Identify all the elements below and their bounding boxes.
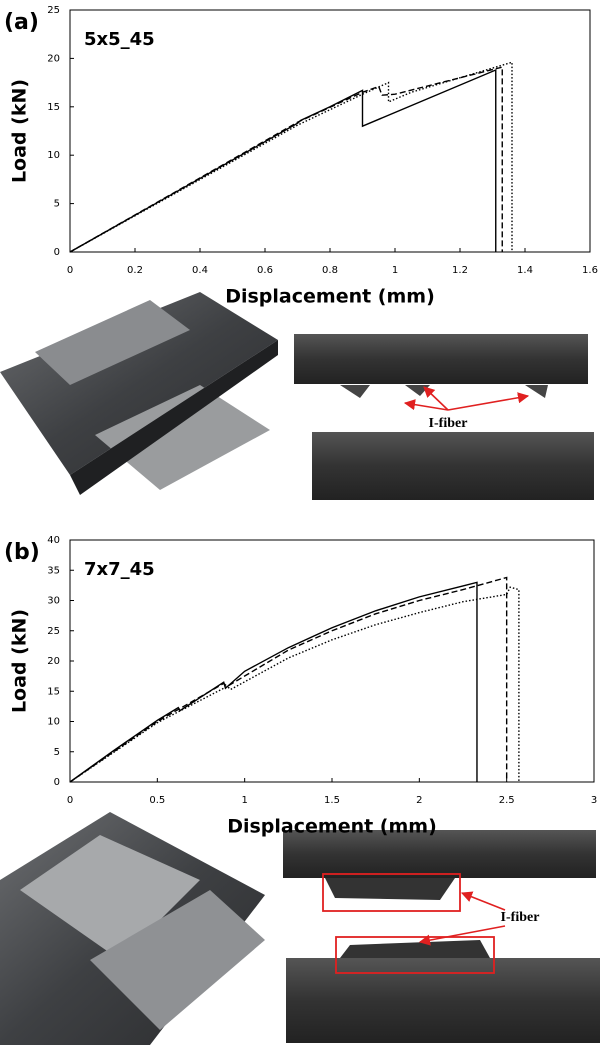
y-tick-label: 0: [54, 247, 60, 258]
y-tick-label: 25: [47, 626, 60, 637]
y-tick-label: 10: [47, 150, 60, 161]
y-axis-label: Load (kN): [9, 609, 31, 713]
x-tick-label: 1.6: [582, 265, 598, 276]
y-tick-label: 25: [47, 5, 60, 16]
x-tick-label: 1.2: [452, 265, 468, 276]
x-tick-label: 0.2: [127, 265, 143, 276]
y-tick-label: 30: [47, 596, 60, 607]
arrow: [403, 399, 449, 411]
y-axis-label: Load (kN): [9, 79, 31, 183]
data-line: [69, 586, 520, 783]
annotation: I-fiber: [429, 416, 468, 431]
chart-title: 5x5_45: [84, 29, 155, 50]
x-tick-label: 2.5: [499, 795, 515, 806]
x-tick-label: 2: [416, 795, 422, 806]
x-tick-label: 0: [67, 265, 73, 276]
arrow: [423, 386, 449, 411]
arrow: [418, 925, 506, 946]
x-tick-label: 0.6: [257, 265, 273, 276]
chart-title: 7x7_45: [84, 559, 155, 580]
x-tick-label: 0.8: [322, 265, 338, 276]
y-tick-label: 20: [47, 656, 60, 667]
section-photo: [294, 334, 594, 500]
data-line: [69, 576, 508, 783]
highlight-box: [322, 873, 461, 912]
y-tick-label: 35: [47, 565, 60, 576]
x-axis-label: Displacement (mm): [225, 286, 435, 308]
y-tick-label: 0: [54, 777, 60, 788]
panel-label: (a): [4, 10, 39, 35]
arrow: [460, 891, 506, 911]
y-tick-label: 15: [47, 102, 60, 113]
x-axis-label: Displacement (mm): [227, 816, 437, 838]
specimen-photo: [0, 812, 265, 1045]
x-tick-label: 1: [241, 795, 247, 806]
data-line: [69, 581, 478, 783]
y-tick-label: 5: [54, 199, 60, 210]
arrow: [447, 392, 530, 411]
x-tick-label: 1: [392, 265, 398, 276]
x-tick-label: 3: [591, 795, 597, 806]
specimen-photo: [0, 292, 278, 495]
y-tick-label: 15: [47, 686, 60, 697]
data-line: [69, 66, 503, 253]
x-tick-label: 0: [67, 795, 73, 806]
x-tick-label: 1.5: [324, 795, 340, 806]
y-tick-label: 10: [47, 717, 60, 728]
x-tick-label: 1.4: [517, 265, 533, 276]
panel-label: (b): [4, 540, 40, 565]
y-tick-label: 5: [54, 747, 60, 758]
x-tick-label: 0.5: [149, 795, 165, 806]
highlight-box: [335, 936, 495, 974]
y-tick-label: 40: [47, 535, 60, 546]
data-line: [69, 68, 497, 253]
y-tick-label: 20: [47, 53, 60, 64]
annotation: I-fiber: [501, 910, 540, 925]
x-tick-label: 0.4: [192, 265, 208, 276]
